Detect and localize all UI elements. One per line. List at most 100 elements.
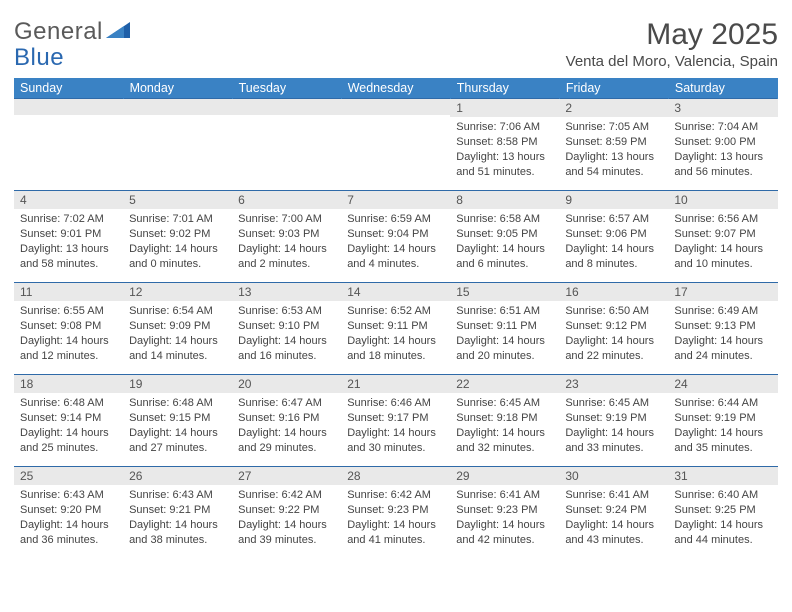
- calendar-cell: 6Sunrise: 7:00 AMSunset: 9:03 PMDaylight…: [232, 191, 341, 283]
- day-details: Sunrise: 7:06 AMSunset: 8:58 PMDaylight:…: [450, 117, 559, 183]
- sunrise-line: Sunrise: 7:05 AM: [565, 120, 662, 135]
- logo: General: [14, 18, 134, 46]
- sunset-line: Sunset: 9:12 PM: [565, 319, 662, 334]
- day-details: Sunrise: 6:49 AMSunset: 9:13 PMDaylight:…: [668, 301, 777, 367]
- daylight-line-2: and 0 minutes.: [129, 257, 226, 272]
- daylight-line-1: Daylight: 14 hours: [129, 518, 226, 533]
- day-number: 8: [450, 191, 559, 209]
- sunrise-line: Sunrise: 6:46 AM: [347, 396, 444, 411]
- sunset-line: Sunset: 9:04 PM: [347, 227, 444, 242]
- daylight-line-2: and 38 minutes.: [129, 533, 226, 548]
- dayhead-sunday: Sunday: [14, 78, 123, 99]
- sunset-line: Sunset: 9:11 PM: [347, 319, 444, 334]
- day-number: 18: [14, 375, 123, 393]
- day-number: 17: [668, 283, 777, 301]
- calendar-cell: 16Sunrise: 6:50 AMSunset: 9:12 PMDayligh…: [559, 283, 668, 375]
- day-details: Sunrise: 7:01 AMSunset: 9:02 PMDaylight:…: [123, 209, 232, 275]
- calendar-cell: [123, 99, 232, 191]
- daylight-line-2: and 41 minutes.: [347, 533, 444, 548]
- calendar-cell: 8Sunrise: 6:58 AMSunset: 9:05 PMDaylight…: [450, 191, 559, 283]
- daylight-line-1: Daylight: 14 hours: [456, 426, 553, 441]
- daylight-line-2: and 39 minutes.: [238, 533, 335, 548]
- dayhead-monday: Monday: [123, 78, 232, 99]
- location-label: Venta del Moro, Valencia, Spain: [566, 53, 778, 70]
- daylight-line-1: Daylight: 14 hours: [238, 518, 335, 533]
- calendar-cell: 12Sunrise: 6:54 AMSunset: 9:09 PMDayligh…: [123, 283, 232, 375]
- sunrise-line: Sunrise: 6:49 AM: [674, 304, 771, 319]
- calendar-cell: 13Sunrise: 6:53 AMSunset: 9:10 PMDayligh…: [232, 283, 341, 375]
- calendar-cell: 18Sunrise: 6:48 AMSunset: 9:14 PMDayligh…: [14, 375, 123, 467]
- day-number: 28: [341, 467, 450, 485]
- day-number: 19: [123, 375, 232, 393]
- calendar-cell: 27Sunrise: 6:42 AMSunset: 9:22 PMDayligh…: [232, 467, 341, 559]
- day-number: 20: [232, 375, 341, 393]
- day-details: Sunrise: 7:04 AMSunset: 9:00 PMDaylight:…: [668, 117, 777, 183]
- day-details: Sunrise: 6:53 AMSunset: 9:10 PMDaylight:…: [232, 301, 341, 367]
- daylight-line-2: and 42 minutes.: [456, 533, 553, 548]
- daylight-line-1: Daylight: 14 hours: [674, 334, 771, 349]
- sunset-line: Sunset: 9:19 PM: [565, 411, 662, 426]
- day-details: Sunrise: 6:54 AMSunset: 9:09 PMDaylight:…: [123, 301, 232, 367]
- calendar-cell: 17Sunrise: 6:49 AMSunset: 9:13 PMDayligh…: [668, 283, 777, 375]
- calendar-cell: 4Sunrise: 7:02 AMSunset: 9:01 PMDaylight…: [14, 191, 123, 283]
- sunset-line: Sunset: 9:21 PM: [129, 503, 226, 518]
- daylight-line-1: Daylight: 14 hours: [674, 426, 771, 441]
- sunrise-line: Sunrise: 6:52 AM: [347, 304, 444, 319]
- calendar-cell: 7Sunrise: 6:59 AMSunset: 9:04 PMDaylight…: [341, 191, 450, 283]
- daylight-line-2: and 30 minutes.: [347, 441, 444, 456]
- daylight-line-1: Daylight: 14 hours: [347, 334, 444, 349]
- calendar-page: General May 2025 Venta del Moro, Valenci…: [0, 0, 792, 612]
- daylight-line-2: and 12 minutes.: [20, 349, 117, 364]
- daylight-line-1: Daylight: 14 hours: [129, 334, 226, 349]
- daylight-line-1: Daylight: 13 hours: [674, 150, 771, 165]
- day-number: 3: [668, 99, 777, 117]
- day-details: Sunrise: 7:02 AMSunset: 9:01 PMDaylight:…: [14, 209, 123, 275]
- sunrise-line: Sunrise: 6:48 AM: [20, 396, 117, 411]
- sunrise-line: Sunrise: 7:02 AM: [20, 212, 117, 227]
- day-number: 14: [341, 283, 450, 301]
- day-details: Sunrise: 6:52 AMSunset: 9:11 PMDaylight:…: [341, 301, 450, 367]
- sunset-line: Sunset: 9:02 PM: [129, 227, 226, 242]
- sunrise-line: Sunrise: 6:50 AM: [565, 304, 662, 319]
- daylight-line-2: and 56 minutes.: [674, 165, 771, 180]
- sunrise-line: Sunrise: 7:00 AM: [238, 212, 335, 227]
- day-number: 9: [559, 191, 668, 209]
- day-details: Sunrise: 6:59 AMSunset: 9:04 PMDaylight:…: [341, 209, 450, 275]
- sunrise-line: Sunrise: 7:06 AM: [456, 120, 553, 135]
- daylight-line-1: Daylight: 14 hours: [674, 242, 771, 257]
- calendar-cell: 14Sunrise: 6:52 AMSunset: 9:11 PMDayligh…: [341, 283, 450, 375]
- daylight-line-2: and 33 minutes.: [565, 441, 662, 456]
- daylight-line-1: Daylight: 14 hours: [565, 518, 662, 533]
- daylight-line-2: and 18 minutes.: [347, 349, 444, 364]
- daylight-line-2: and 4 minutes.: [347, 257, 444, 272]
- calendar-row: 25Sunrise: 6:43 AMSunset: 9:20 PMDayligh…: [14, 467, 778, 559]
- sunset-line: Sunset: 8:58 PM: [456, 135, 553, 150]
- daylight-line-1: Daylight: 14 hours: [347, 426, 444, 441]
- calendar-cell: [232, 99, 341, 191]
- day-details: Sunrise: 6:43 AMSunset: 9:20 PMDaylight:…: [14, 485, 123, 551]
- sunrise-line: Sunrise: 7:01 AM: [129, 212, 226, 227]
- calendar-row: 1Sunrise: 7:06 AMSunset: 8:58 PMDaylight…: [14, 99, 778, 191]
- sunset-line: Sunset: 9:01 PM: [20, 227, 117, 242]
- day-number: 23: [559, 375, 668, 393]
- month-title: May 2025: [566, 18, 778, 51]
- day-number: 10: [668, 191, 777, 209]
- daylight-line-1: Daylight: 14 hours: [456, 242, 553, 257]
- sunrise-line: Sunrise: 6:41 AM: [565, 488, 662, 503]
- day-details: Sunrise: 6:47 AMSunset: 9:16 PMDaylight:…: [232, 393, 341, 459]
- daylight-line-2: and 29 minutes.: [238, 441, 335, 456]
- calendar-cell: 31Sunrise: 6:40 AMSunset: 9:25 PMDayligh…: [668, 467, 777, 559]
- day-number: 31: [668, 467, 777, 485]
- daylight-line-1: Daylight: 14 hours: [238, 334, 335, 349]
- sunset-line: Sunset: 9:07 PM: [674, 227, 771, 242]
- day-number: 7: [341, 191, 450, 209]
- daylight-line-1: Daylight: 14 hours: [565, 426, 662, 441]
- sunrise-line: Sunrise: 6:55 AM: [20, 304, 117, 319]
- calendar-cell: 29Sunrise: 6:41 AMSunset: 9:23 PMDayligh…: [450, 467, 559, 559]
- day-details: Sunrise: 6:44 AMSunset: 9:19 PMDaylight:…: [668, 393, 777, 459]
- calendar-row: 4Sunrise: 7:02 AMSunset: 9:01 PMDaylight…: [14, 191, 778, 283]
- day-details: Sunrise: 6:56 AMSunset: 9:07 PMDaylight:…: [668, 209, 777, 275]
- daylight-line-2: and 35 minutes.: [674, 441, 771, 456]
- sunset-line: Sunset: 9:03 PM: [238, 227, 335, 242]
- sunrise-line: Sunrise: 6:56 AM: [674, 212, 771, 227]
